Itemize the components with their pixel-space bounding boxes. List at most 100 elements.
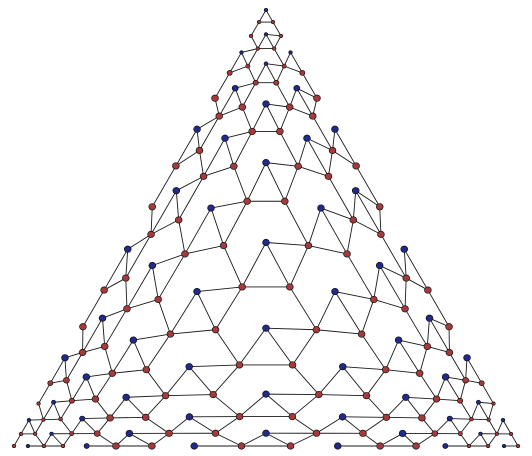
- graph-edge: [66, 352, 83, 381]
- graph-edge: [212, 394, 240, 417]
- graph-edge: [71, 418, 83, 434]
- graph-edge: [175, 150, 200, 167]
- graph-node-red: [172, 162, 180, 170]
- graph-edge: [60, 418, 73, 434]
- graph-edge: [165, 394, 214, 397]
- graph-edge: [224, 138, 235, 167]
- graph-edge: [346, 219, 354, 255]
- graph-edge: [210, 200, 248, 209]
- graph-edge: [312, 115, 333, 151]
- graph-edge: [449, 418, 461, 434]
- graph-node-blue: [263, 7, 269, 13]
- graph-edge: [328, 176, 354, 221]
- graph-node-red: [226, 70, 233, 76]
- graph-edge: [265, 162, 286, 202]
- graph-node-red: [309, 112, 317, 120]
- graph-edge: [352, 190, 357, 220]
- graph-edge: [150, 206, 153, 235]
- graph-node-red: [18, 431, 24, 436]
- graph-edge: [125, 249, 129, 279]
- graph-node-red: [445, 348, 454, 357]
- graph-edge: [328, 150, 333, 177]
- graph-edge: [471, 418, 489, 421]
- graph-edge: [445, 376, 461, 401]
- graph-node-red: [256, 20, 262, 25]
- graph-node-red: [36, 401, 41, 406]
- graph-node-blue: [122, 393, 130, 401]
- graph-edge: [436, 398, 461, 402]
- graph-node-red: [415, 369, 424, 377]
- graph-edge: [178, 176, 204, 221]
- graph-node-red: [147, 230, 155, 238]
- graph-node-blue: [262, 100, 270, 108]
- graph-node-red: [100, 342, 109, 351]
- graph-node-red: [376, 442, 384, 450]
- graph-edge: [379, 433, 403, 447]
- graph-edge: [275, 65, 285, 83]
- graph-edge: [273, 35, 282, 49]
- graph-edge: [104, 346, 113, 374]
- graph-edge: [320, 207, 354, 221]
- graph-node-red: [357, 330, 366, 338]
- graph-edge: [241, 48, 258, 53]
- graph-node-red: [248, 33, 254, 38]
- graph-edge: [342, 366, 367, 396]
- graph-node-red: [11, 443, 17, 449]
- graph-edge: [404, 308, 428, 347]
- graph-edge: [250, 35, 259, 49]
- graph-node-red: [63, 377, 70, 384]
- graph-node-blue: [207, 204, 215, 212]
- graph-node-red: [359, 429, 367, 437]
- graph-node-blue: [25, 443, 31, 449]
- graph-edge: [427, 345, 450, 353]
- nodes-layer: [11, 7, 521, 450]
- graph-edge: [488, 403, 494, 420]
- graph-edge: [355, 190, 380, 208]
- graph-edge: [246, 162, 267, 202]
- graph-node-red: [485, 443, 491, 449]
- graph-node-red: [431, 430, 439, 437]
- graph-node-red: [211, 94, 219, 102]
- graph-node-red: [112, 442, 120, 450]
- graph-edge: [265, 33, 282, 37]
- graph-edge: [284, 166, 299, 202]
- graph-edge: [102, 308, 128, 319]
- graph-node-red: [288, 361, 297, 369]
- graph-node-blue: [125, 429, 134, 438]
- graph-node-red: [91, 395, 100, 403]
- graph-edge: [478, 401, 494, 404]
- graph-node-red: [211, 429, 220, 437]
- graph-edge: [296, 87, 314, 117]
- graph-node-red: [106, 414, 114, 422]
- graph-edge: [229, 52, 242, 74]
- graph-edge: [405, 277, 429, 291]
- graph-edge: [366, 369, 387, 396]
- graph-edge: [233, 131, 253, 167]
- graph-edge: [459, 418, 472, 434]
- graph-edge: [265, 242, 309, 247]
- graph-edge: [403, 248, 429, 291]
- graph-node-red: [312, 326, 321, 334]
- graph-edge: [496, 419, 504, 435]
- graph-edge: [81, 418, 98, 434]
- graph-node-blue: [262, 238, 270, 247]
- graph-edge: [62, 433, 73, 447]
- graph-node-blue: [293, 84, 301, 92]
- graph-edge: [102, 318, 106, 347]
- graph-node-red: [288, 412, 297, 421]
- graph-node-red: [352, 162, 360, 170]
- graph-node-red: [432, 395, 441, 403]
- graph-edge: [265, 63, 277, 83]
- graph-edge: [145, 395, 166, 418]
- graph-edge: [82, 289, 105, 327]
- graph-edge: [283, 52, 291, 67]
- graph-node-red: [508, 431, 514, 436]
- graph-node-blue: [463, 354, 471, 362]
- graph-edge: [170, 291, 198, 335]
- graph-node-blue: [49, 431, 54, 436]
- graph-edge: [184, 207, 212, 255]
- graph-edge: [175, 129, 198, 167]
- graph-edge: [301, 72, 318, 99]
- graph-node-blue: [398, 429, 407, 438]
- graph-edge: [215, 432, 242, 447]
